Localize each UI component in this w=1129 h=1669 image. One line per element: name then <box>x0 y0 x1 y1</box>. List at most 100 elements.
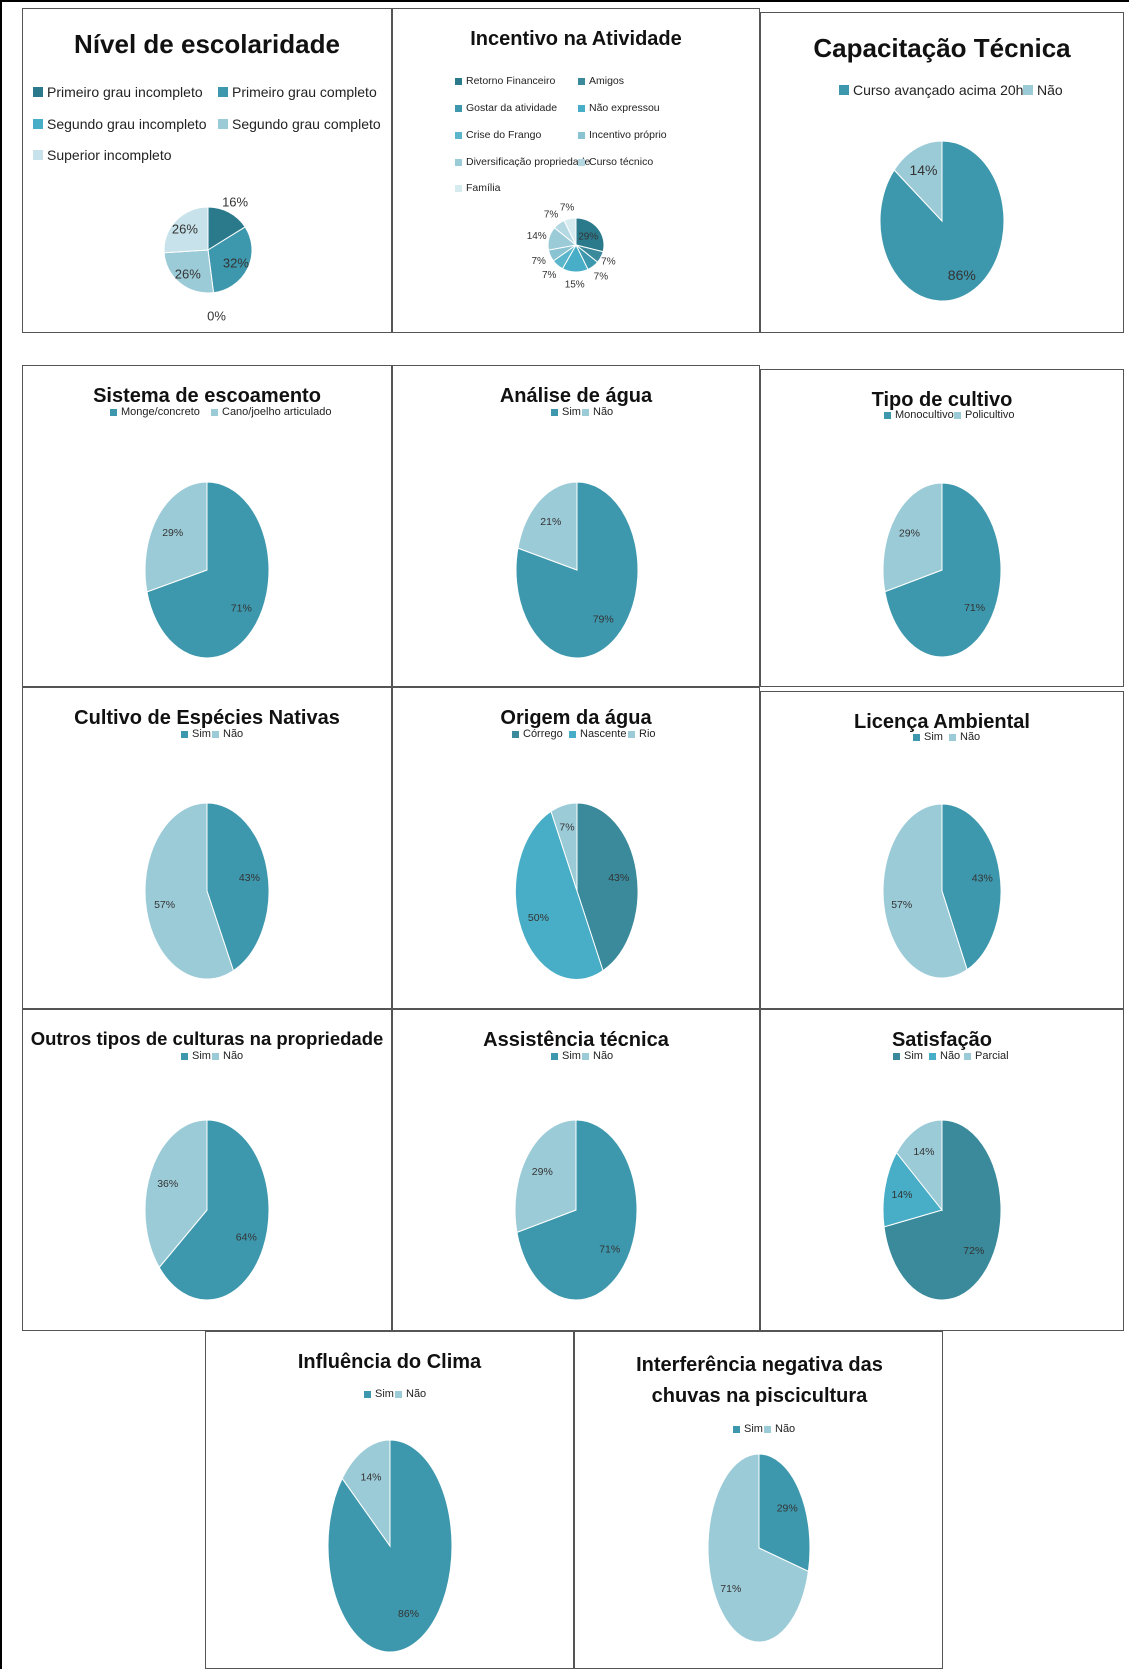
pie-chart: 16% 32% 0% 26% 26% <box>163 194 253 324</box>
pie-slice <box>575 217 605 253</box>
slice-label: 43% <box>608 872 629 884</box>
pie-chart: 79% 21% <box>515 481 639 659</box>
outer-frame-left <box>0 0 2 1669</box>
pie-chart: 71% 29% <box>882 482 1002 658</box>
slice-label: 21% <box>540 516 561 528</box>
slice-label: 14% <box>909 162 937 178</box>
chart-panel-capacitacao-tecnica: Capacitação Técnica Curso avançado acima … <box>760 12 1124 333</box>
pie-slice <box>882 482 943 593</box>
slice-label: 14% <box>360 1472 381 1484</box>
pie-slice <box>517 481 578 571</box>
chart-panel-tipo-de-cultivo: Tipo de cultivo Monocultivo Policultivo 71%… <box>760 369 1124 687</box>
slice-label: 79% <box>593 613 614 625</box>
slice-label: 26% <box>172 221 198 236</box>
chart-panel-satisfacao: Satisfação Sim Não Parcial 72% 14% 14% <box>760 1009 1124 1331</box>
pie-slice <box>514 810 604 980</box>
slice-label: 50% <box>528 912 549 924</box>
slice-label: 29% <box>899 527 920 539</box>
chart-title: Satisfação <box>891 1029 993 1051</box>
pie-slice <box>163 249 215 294</box>
chart-title: Tipo de cultivo <box>871 389 1013 411</box>
chart-title: Sistema de escoamento <box>93 385 321 407</box>
slice-label: 32% <box>223 255 249 270</box>
chart-title: Nível de escolaridade <box>74 29 340 59</box>
slice-label: 7% <box>544 210 559 221</box>
pie-chart: 72% 14% 14% <box>882 1119 1002 1301</box>
pie-slice <box>158 1119 270 1301</box>
slice-label: 71% <box>964 602 985 614</box>
slice-label: 64% <box>236 1232 257 1244</box>
chart-panel-assistencia-tecnica: Assistência técnica Sim Não 71% 29% <box>392 1009 760 1331</box>
pie-slice <box>144 802 234 980</box>
chart-title: Influência do Clima <box>297 1351 482 1373</box>
slice-label: 36% <box>157 1178 178 1190</box>
chart-panel-licenca-ambiental: Licença Ambiental Sim Não 43% 57% <box>760 691 1124 1009</box>
slice-label: 7% <box>542 270 557 281</box>
slice-label: 7% <box>601 256 616 267</box>
slice-label: 7% <box>594 271 609 282</box>
slice-label: 86% <box>398 1608 419 1620</box>
pie-chart: 43% 50% 7% <box>514 802 639 980</box>
pie-slice <box>207 226 253 294</box>
pie-slice <box>758 1453 811 1573</box>
chart-title: Outros tipos de culturas na propriedade <box>30 1028 384 1049</box>
chart-panel-analise-de-agua: Análise de água Sim Não 79% 21% <box>392 365 760 687</box>
slice-label: 29% <box>777 1502 798 1514</box>
slice-label: 0% <box>207 309 226 324</box>
pie-chart: 64% 36% <box>144 1119 270 1301</box>
slice-label: 16% <box>222 194 248 209</box>
slice-label: 29% <box>532 1166 553 1178</box>
slice-label: 71% <box>720 1583 741 1595</box>
pie-slice <box>341 1439 391 1548</box>
pie-slice <box>144 481 208 593</box>
chart-title: Assistência técnica <box>483 1029 669 1051</box>
chart-title: Análise de água <box>499 385 653 407</box>
pie-slice <box>884 482 1002 658</box>
slice-label: 57% <box>154 899 175 911</box>
slice-label: 29% <box>162 527 183 539</box>
pie-slice <box>207 206 246 251</box>
slice-label: 43% <box>239 872 260 884</box>
chart-panel-incentivo-na-atividade: Incentivo na Atividade Retorno Financeiro… <box>392 8 760 333</box>
slice-label: 86% <box>948 267 976 283</box>
pie-slice <box>895 1119 943 1212</box>
pie-slice <box>882 1151 943 1228</box>
pie-slice <box>516 1119 638 1301</box>
chart-title: Cultivo de Espécies Nativas <box>74 707 340 729</box>
chart-panel-interferencia-negativa-das-chuvas-na-piscicultura: Interferência negativa das chuvas na pis… <box>574 1331 943 1669</box>
chart-title: Interferência negativa das chuvas na pis… <box>636 1354 883 1407</box>
pie-chart: 29%7%7%15%7%7%14%7%7% <box>527 202 616 291</box>
pie-slice <box>563 217 577 246</box>
pie-chart: 43% 57% <box>882 803 1002 979</box>
chart-title: Licença Ambiental <box>854 711 1030 733</box>
chart-panel-cultivo-de-especies-nativas: Cultivo de Espécies Nativas Sim Não 43% 57% <box>22 687 392 1009</box>
chart-panel-outros-tipos-de-culturas-na-propriedade: Outros tipos de culturas na propriedade S… <box>22 1009 392 1331</box>
chart-panel-influencia-do-clima: Influência do Clima Sim Não 86% 14% <box>205 1331 574 1669</box>
slice-label: 29% <box>578 231 598 242</box>
pie-slice <box>146 481 270 659</box>
slice-label: 7% <box>560 202 575 213</box>
pie-slice <box>550 802 578 892</box>
pie-slice <box>576 802 639 972</box>
pie-slice <box>163 206 209 254</box>
pie-slice <box>206 802 270 972</box>
pie-slice <box>144 1119 208 1269</box>
slice-label: 72% <box>963 1245 984 1257</box>
slice-label: 14% <box>891 1189 912 1201</box>
pie-slice <box>941 803 1002 971</box>
chart-panel-sistema-de-escoamento: Sistema de escoamento Monge/concreto Cano/… <box>22 365 392 687</box>
slice-label: 15% <box>565 280 585 291</box>
slice-label: 57% <box>891 899 912 911</box>
pie-chart: 71% 29% <box>144 481 270 659</box>
pie-chart: 71% 29% <box>514 1119 638 1301</box>
outer-frame-top <box>0 0 1129 2</box>
pie-slice <box>515 481 639 659</box>
slice-label: 26% <box>175 266 201 281</box>
slice-label: 71% <box>599 1243 620 1255</box>
slice-label: 71% <box>231 602 252 614</box>
pie-slice <box>893 140 943 223</box>
slice-label: 43% <box>972 872 993 884</box>
chart-panel-nivel-de-escolaridade: Nível de escolaridade Primeiro grau incom… <box>22 8 392 333</box>
slice-label: 7% <box>559 821 574 833</box>
